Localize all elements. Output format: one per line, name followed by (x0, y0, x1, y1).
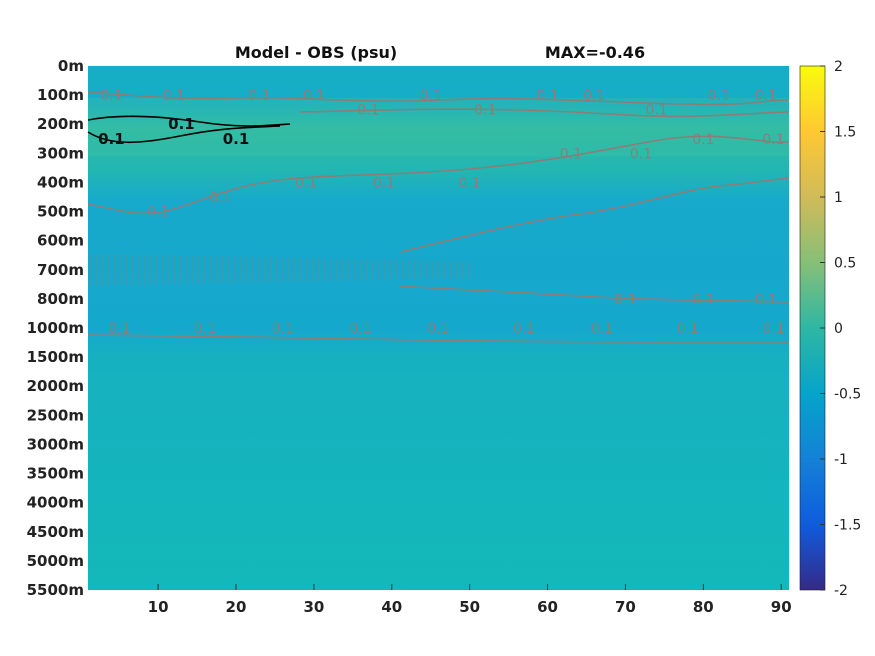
y-tick-label: 5000m (27, 552, 84, 570)
contour-dark-upper (87, 115, 291, 127)
contour-dark-lens (87, 115, 291, 144)
contour-label: 0.1 (427, 321, 449, 337)
y-tick-label: 200m (37, 115, 84, 133)
contour-label: 0.1 (100, 88, 122, 104)
colorbar-tick-label: -0.5 (834, 387, 861, 403)
contour-label: 0.1 (223, 130, 250, 148)
y-tick-label: 600m (37, 232, 84, 250)
y-axis: 0m 100m 200m 300m 400m 500m 600m 700m 800m 1000m 1… (27, 57, 84, 599)
contour-label: 0.1 (349, 321, 371, 337)
contour-labels: 0.1 0.1 0.1 0.1 0.1 0.1 0.1 0.1 0.1 0.1 0.1 0.1 0.1 0… (98, 88, 784, 337)
contour-label: 0.1 (194, 321, 216, 337)
x-tick-label: 50 (459, 598, 480, 616)
heatmap-field (88, 66, 789, 590)
heatmap-warm-band (88, 98, 789, 156)
x-axis: 10 20 30 40 50 60 70 80 90 (148, 584, 792, 616)
contour-label: 0.1 (645, 103, 667, 119)
contour-line-1000m (87, 334, 790, 343)
y-tick-label: 5500m (27, 581, 84, 599)
y-tick-label: 4500m (27, 523, 84, 541)
y-tick-label: 100m (37, 86, 84, 104)
colorbar-tick-label: -1.5 (834, 518, 861, 534)
x-tick-label: 40 (381, 598, 402, 616)
contour-line-450m (87, 135, 790, 215)
y-tick-label: 300m (37, 144, 84, 162)
contour-label: 0.1 (513, 321, 535, 337)
contour-label: 0.1 (248, 88, 270, 104)
contour-label: 0.1 (168, 115, 195, 133)
contour-label: 0.1 (147, 205, 169, 221)
contour-label: 0.1 (560, 146, 582, 162)
contour-label: 0.1 (583, 88, 605, 104)
y-tick-label: 1500m (27, 348, 84, 366)
x-tick-label: 30 (303, 598, 324, 616)
contour-label: 0.1 (459, 175, 481, 191)
x-tick-label: 70 (615, 598, 636, 616)
contour-label: 0.1 (373, 175, 395, 191)
contour-label: 0.1 (357, 103, 379, 119)
x-tick-label: 10 (148, 598, 169, 616)
contour-label: 0.1 (108, 321, 130, 337)
x-tick-label: 80 (693, 598, 714, 616)
contour-label: 0.1 (163, 88, 185, 104)
colorbar-axis: 2 1.5 1 0.5 0 -0.5 -1 -1.5 -2 (820, 59, 861, 599)
x-tick-label: 60 (537, 598, 558, 616)
x-tick-label: 20 (226, 598, 247, 616)
y-tick-label: 700m (37, 261, 84, 279)
contour-label: 0.1 (420, 88, 442, 104)
contour-label: 0.1 (708, 88, 730, 104)
x-tick-label: 90 (771, 598, 792, 616)
contour-label: 0.1 (762, 321, 784, 337)
y-tick-label: 2500m (27, 406, 84, 424)
contour-label: 0.1 (272, 321, 294, 337)
colorbar-tick-label: -2 (834, 583, 848, 599)
contour-line-800m (399, 285, 790, 303)
contour-label: 0.1 (209, 190, 231, 206)
y-tick-label: 500m (37, 203, 84, 221)
colorbar-tick-label: 1.5 (834, 125, 856, 141)
contour-label: 0.1 (303, 88, 325, 104)
colorbar-tick-label: 0.5 (834, 256, 856, 272)
contour-label: 0.1 (692, 132, 714, 148)
contour-line-150m (299, 108, 790, 118)
contour-label: 0.1 (692, 292, 714, 308)
contour-label: 0.1 (755, 292, 777, 308)
y-tick-label: 4000m (27, 494, 84, 512)
contour-label: 0.1 (614, 292, 636, 308)
y-tick-label: 3000m (27, 435, 84, 453)
contour-label: 0.1 (762, 132, 784, 148)
colorbar-tick-label: 2 (834, 59, 843, 75)
y-tick-label: 1000m (27, 319, 84, 337)
y-tick-label: 800m (37, 290, 84, 308)
y-tick-label: 400m (37, 173, 84, 191)
contour-dark-lower (87, 125, 281, 144)
contour-label: 0.1 (630, 146, 652, 162)
contour-label: 0.1 (536, 88, 558, 104)
contour-label: 0.1 (474, 103, 496, 119)
y-tick-label: 0m (58, 57, 84, 75)
colorbar-tick-label: -1 (834, 452, 848, 468)
chart-title-right: MAX=-0.46 (545, 43, 645, 62)
contour-label: 0.1 (677, 321, 699, 337)
y-tick-label: 2000m (27, 377, 84, 395)
contour-stripes (89, 253, 469, 286)
colorbar-tick-label: 0 (834, 321, 843, 337)
contour-lines (87, 91, 790, 343)
chart-title-left: Model - OBS (psu) (235, 43, 397, 62)
colorbar-tick-label: 1 (834, 190, 843, 206)
contour-label: 0.1 (591, 321, 613, 337)
contour-label: 0.1 (755, 88, 777, 104)
contour-label: 0.1 (98, 130, 125, 148)
contour-line-100m (87, 91, 790, 106)
y-tick-label: 3500m (27, 465, 84, 483)
contour-line-500m-rise (399, 177, 790, 253)
contour-label: 0.1 (295, 175, 317, 191)
